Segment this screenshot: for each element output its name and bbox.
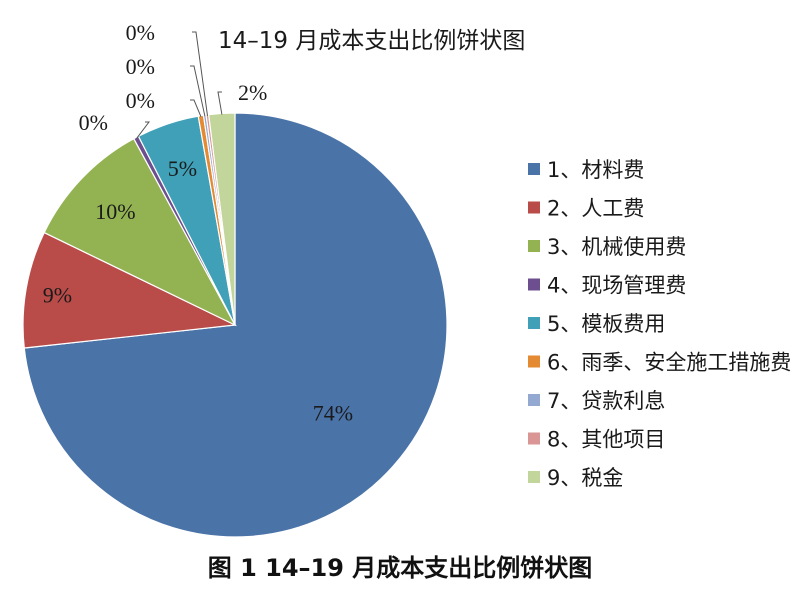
leader-line-6: [190, 99, 202, 117]
chart-title: 14–19 月成本支出比例饼状图: [218, 28, 525, 54]
legend-swatch-8: [528, 432, 540, 445]
slice-label-6: 0%: [126, 88, 155, 113]
slice-label-4: 0%: [79, 110, 108, 135]
legend-swatch-1: [528, 163, 540, 175]
legend-swatch-7: [528, 394, 540, 406]
legend-swatch-3: [528, 240, 540, 252]
legend-swatch-5: [528, 317, 540, 329]
slice-label-7: 0%: [126, 54, 155, 79]
figure-caption: 图 1 14–19 月成本支出比例饼状图: [207, 554, 593, 582]
slice-label-2: 9%: [43, 282, 72, 307]
slice-label-1: 74%: [313, 401, 353, 426]
legend-label-2: 2、人工费: [547, 197, 644, 221]
slice-label-9: 2%: [238, 80, 267, 105]
legend-label-1: 1、材料费: [547, 158, 644, 182]
pie-slice-2: [22, 231, 238, 349]
leader-line-8: [192, 31, 208, 116]
pie-slice-3: [43, 137, 237, 327]
legend-swatch-9: [528, 471, 540, 483]
leader-line-7: [190, 65, 206, 117]
slice-label-8: 0%: [126, 20, 155, 45]
legend-swatch-6: [528, 355, 540, 368]
legend-label-7: 7、贷款利息: [547, 389, 665, 413]
leader-line-9: [217, 91, 223, 115]
leader-line-4: [136, 121, 151, 139]
legend-label-4: 4、现场管理费: [547, 274, 686, 298]
legend-label-9: 9、税金: [547, 466, 623, 490]
legend-swatch-2: [528, 201, 540, 214]
slice-label-3: 10%: [95, 199, 135, 224]
legend-label-8: 8、其他项目: [547, 428, 665, 452]
legend-label-3: 3、机械使用费: [547, 235, 686, 259]
slice-label-5: 5%: [168, 156, 197, 181]
legend-swatch-4: [528, 278, 540, 291]
legend-label-5: 5、模板费用: [547, 312, 665, 336]
legend-label-6: 6、雨季、安全施工措施费: [547, 351, 791, 375]
